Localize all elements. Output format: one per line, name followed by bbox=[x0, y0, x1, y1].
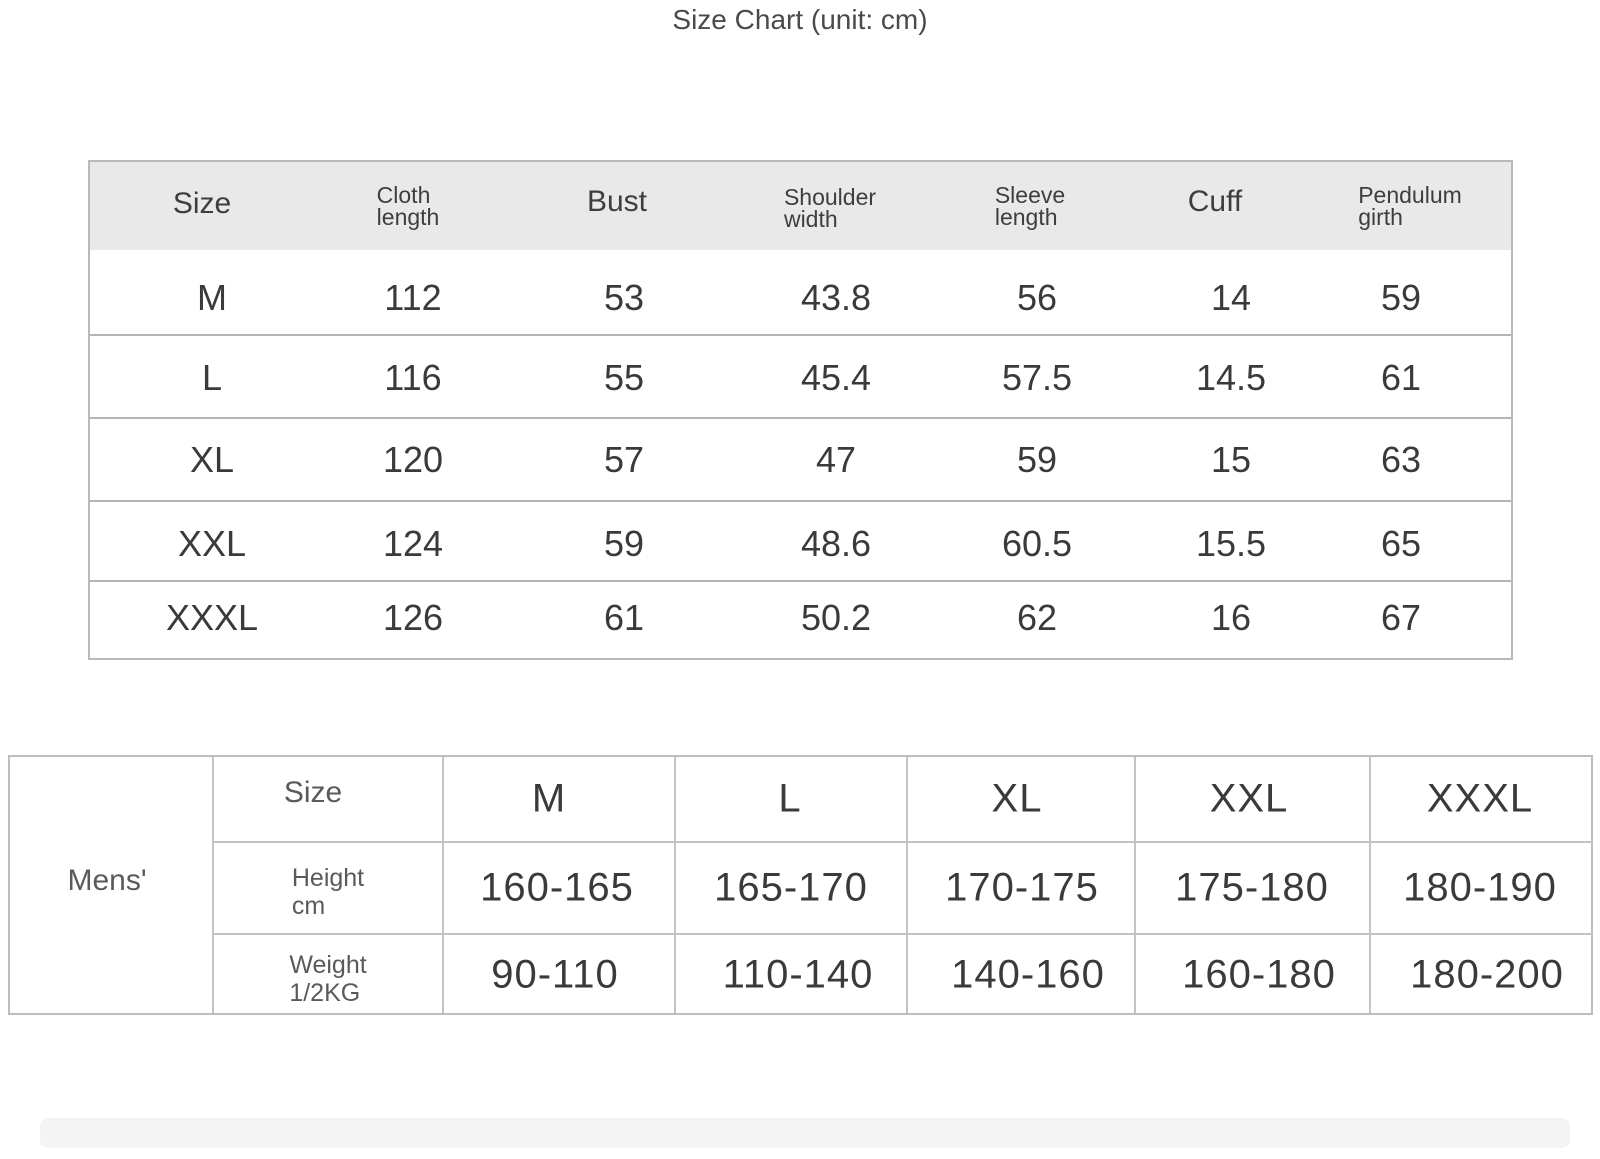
table-cell: 65 bbox=[1380, 523, 1422, 564]
table-cell: 56 bbox=[1016, 277, 1058, 318]
table-cell: 120 bbox=[382, 439, 444, 480]
column-divider bbox=[212, 757, 214, 1013]
table-cell: L bbox=[201, 357, 223, 398]
header-sleeve-length: Sleeve length bbox=[994, 182, 1066, 230]
column-divider bbox=[1369, 757, 1371, 1013]
table-cell: 116 bbox=[384, 357, 442, 398]
table-cell: XXL bbox=[177, 523, 247, 564]
weight-cell: 160-180 bbox=[1182, 952, 1336, 997]
size-chart-table: Size Cloth length Bust Shoulder width Slee… bbox=[88, 160, 1513, 660]
header-bust: Bust bbox=[586, 185, 648, 218]
column-divider bbox=[906, 757, 908, 1013]
page-title: Size Chart (unit: cm) bbox=[672, 4, 928, 35]
size-row-label: Size bbox=[283, 776, 343, 809]
table-cell: 14.5 bbox=[1195, 357, 1267, 398]
row-divider bbox=[90, 417, 1511, 419]
table-cell: 59 bbox=[1380, 277, 1422, 318]
size-cell: M bbox=[531, 776, 567, 821]
column-divider bbox=[442, 757, 444, 1013]
table-cell: 53 bbox=[603, 277, 645, 318]
table-header bbox=[90, 162, 1511, 250]
table-cell: 47 bbox=[815, 439, 857, 480]
table-cell: 126 bbox=[382, 597, 444, 638]
size-cell: XXXL bbox=[1426, 776, 1534, 821]
table-cell: 59 bbox=[603, 523, 645, 564]
table-cell: 63 bbox=[1380, 439, 1422, 480]
table-cell: 57.5 bbox=[1001, 357, 1073, 398]
table-cell: 62 bbox=[1016, 597, 1058, 638]
height-cell: 160-165 bbox=[480, 865, 634, 910]
weight-cell: 180-200 bbox=[1410, 952, 1564, 997]
table-cell: 45.4 bbox=[800, 357, 872, 398]
height-row-label: Height cm bbox=[291, 864, 365, 920]
weight-cell: 140-160 bbox=[951, 952, 1105, 997]
table-cell: 14 bbox=[1210, 277, 1252, 318]
weight-cell: 110-140 bbox=[722, 952, 874, 997]
header-shoulder-width: Shoulder width bbox=[783, 184, 877, 232]
table-cell: 15.5 bbox=[1195, 523, 1267, 564]
weight-cell: 90-110 bbox=[491, 952, 619, 997]
row-divider bbox=[90, 500, 1511, 502]
size-cell: L bbox=[778, 776, 802, 821]
height-cell: 165-170 bbox=[714, 865, 868, 910]
table-cell: 59 bbox=[1016, 439, 1058, 480]
table-cell: 15 bbox=[1210, 439, 1252, 480]
height-cell: 180-190 bbox=[1403, 865, 1557, 910]
header-pendulum-girth: Pendulum girth bbox=[1358, 182, 1462, 230]
table-cell: 55 bbox=[603, 357, 645, 398]
table-cell: 61 bbox=[603, 597, 645, 638]
table-cell: 67 bbox=[1380, 597, 1422, 638]
table-cell: 61 bbox=[1380, 357, 1422, 398]
table-cell: 57 bbox=[603, 439, 645, 480]
column-divider bbox=[1134, 757, 1136, 1013]
row-divider bbox=[212, 841, 1593, 843]
table-cell: 16 bbox=[1210, 597, 1252, 638]
table-cell: M bbox=[197, 277, 227, 318]
mens-group-label: Mens' bbox=[67, 864, 147, 897]
table-cell: 50.2 bbox=[800, 597, 872, 638]
header-cloth-length: Cloth length bbox=[376, 182, 440, 230]
blurred-footer-strip bbox=[40, 1118, 1570, 1148]
table-cell: 112 bbox=[384, 277, 442, 318]
table-cell: XL bbox=[189, 439, 235, 480]
weight-row-label: Weight 1/2KG bbox=[289, 951, 367, 1007]
column-divider bbox=[674, 757, 676, 1013]
table-cell: XXXL bbox=[165, 597, 259, 638]
table-cell: 60.5 bbox=[1001, 523, 1073, 564]
height-cell: 175-180 bbox=[1175, 865, 1329, 910]
header-cuff: Cuff bbox=[1187, 185, 1243, 218]
mens-size-table: Mens' Size Height cm Weight 1/2KG M L XL X… bbox=[8, 755, 1593, 1015]
table-cell: 48.6 bbox=[800, 523, 872, 564]
height-cell: 170-175 bbox=[945, 865, 1099, 910]
row-divider bbox=[212, 933, 1593, 935]
row-divider bbox=[90, 580, 1511, 582]
header-size: Size bbox=[172, 187, 232, 220]
row-divider bbox=[90, 334, 1511, 336]
size-cell: XL bbox=[991, 776, 1043, 821]
table-cell: 124 bbox=[382, 523, 444, 564]
table-cell: 43.8 bbox=[800, 277, 872, 318]
size-cell: XXL bbox=[1209, 776, 1289, 821]
